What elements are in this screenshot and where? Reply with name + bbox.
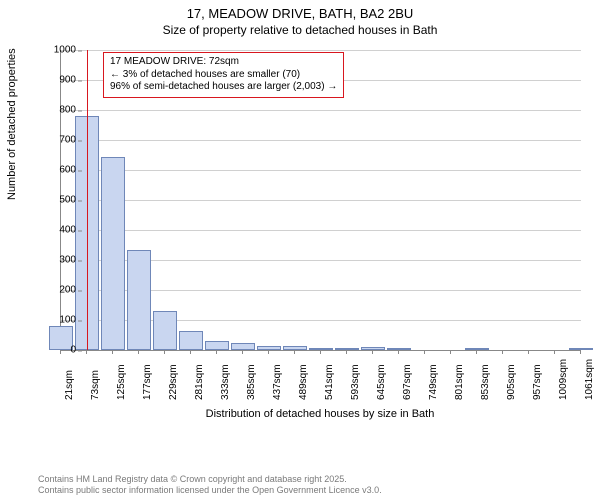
property-marker-line <box>87 50 88 350</box>
y-tick-label: 800 <box>42 105 76 116</box>
x-tick-mark <box>112 350 113 354</box>
x-tick-mark <box>398 350 399 354</box>
footer-line-1: Contains HM Land Registry data © Crown c… <box>38 474 382 485</box>
y-tick-label: 0 <box>42 345 76 356</box>
gridline <box>61 230 581 231</box>
x-tick-label: 1061sqm <box>584 359 595 400</box>
histogram-bar <box>127 250 152 351</box>
title-address: 17, MEADOW DRIVE, BATH, BA2 2BU <box>0 6 600 21</box>
x-tick-mark <box>268 350 269 354</box>
x-tick-label: 905sqm <box>506 364 517 400</box>
x-tick-label: 177sqm <box>142 364 153 400</box>
info-line-3: 96% of semi-detached houses are larger (… <box>110 81 337 94</box>
x-tick-label: 281sqm <box>194 364 205 400</box>
marker-info-box: 17 MEADOW DRIVE: 72sqm ← 3% of detached … <box>103 52 344 98</box>
histogram-bar <box>179 331 204 351</box>
x-tick-mark <box>190 350 191 354</box>
x-tick-mark <box>164 350 165 354</box>
x-tick-label: 437sqm <box>272 364 283 400</box>
footer-line-2: Contains public sector information licen… <box>38 485 382 496</box>
x-tick-mark <box>346 350 347 354</box>
y-tick-label: 700 <box>42 135 76 146</box>
y-tick-label: 100 <box>42 315 76 326</box>
y-tick-label: 200 <box>42 285 76 296</box>
x-tick-mark <box>294 350 295 354</box>
x-tick-label: 957sqm <box>532 364 543 400</box>
y-tick-label: 500 <box>42 195 76 206</box>
x-tick-mark <box>372 350 373 354</box>
histogram-bar <box>153 311 178 350</box>
x-tick-mark <box>242 350 243 354</box>
y-axis-label: Number of detached properties <box>6 48 18 200</box>
x-tick-mark <box>580 350 581 354</box>
x-tick-label: 593sqm <box>350 364 361 400</box>
histogram-bar <box>101 157 126 351</box>
x-tick-label: 229sqm <box>168 364 179 400</box>
x-tick-mark <box>476 350 477 354</box>
gridline <box>61 50 581 51</box>
y-tick-label: 600 <box>42 165 76 176</box>
gridline <box>61 170 581 171</box>
x-tick-label: 697sqm <box>402 364 413 400</box>
gridline <box>61 110 581 111</box>
gridline <box>61 140 581 141</box>
x-tick-label: 489sqm <box>298 364 309 400</box>
footer-attribution: Contains HM Land Registry data © Crown c… <box>38 474 382 497</box>
y-tick-label: 900 <box>42 75 76 86</box>
x-tick-label: 853sqm <box>480 364 491 400</box>
chart-title-block: 17, MEADOW DRIVE, BATH, BA2 2BU Size of … <box>0 0 600 37</box>
histogram-bar <box>205 341 230 350</box>
info-line-1: 17 MEADOW DRIVE: 72sqm <box>110 56 337 69</box>
x-tick-label: 749sqm <box>428 364 439 400</box>
x-axis-label: Distribution of detached houses by size … <box>60 408 580 420</box>
x-tick-mark <box>424 350 425 354</box>
histogram-bar <box>231 343 256 351</box>
x-tick-mark <box>554 350 555 354</box>
plot-area: 17 MEADOW DRIVE: 72sqm ← 3% of detached … <box>60 50 581 351</box>
info-line-2: ← 3% of detached houses are smaller (70) <box>110 69 337 82</box>
x-tick-mark <box>528 350 529 354</box>
x-tick-mark <box>60 350 61 354</box>
x-tick-label: 21sqm <box>64 370 75 400</box>
x-tick-label: 333sqm <box>220 364 231 400</box>
x-tick-label: 645sqm <box>376 364 387 400</box>
x-tick-label: 385sqm <box>246 364 257 400</box>
gridline <box>61 200 581 201</box>
x-tick-label: 801sqm <box>454 364 465 400</box>
y-tick-label: 300 <box>42 255 76 266</box>
x-tick-label: 125sqm <box>116 364 127 400</box>
x-tick-label: 1009sqm <box>558 359 569 400</box>
y-tick-label: 1000 <box>42 45 76 56</box>
x-tick-mark <box>320 350 321 354</box>
x-tick-mark <box>138 350 139 354</box>
x-tick-mark <box>86 350 87 354</box>
x-tick-mark <box>450 350 451 354</box>
x-tick-mark <box>216 350 217 354</box>
x-tick-label: 73sqm <box>90 370 101 400</box>
x-tick-label: 541sqm <box>324 364 335 400</box>
chart-container: Number of detached properties 17 MEADOW … <box>0 40 600 420</box>
y-tick-label: 400 <box>42 225 76 236</box>
title-subtitle: Size of property relative to detached ho… <box>0 23 600 37</box>
x-tick-mark <box>502 350 503 354</box>
